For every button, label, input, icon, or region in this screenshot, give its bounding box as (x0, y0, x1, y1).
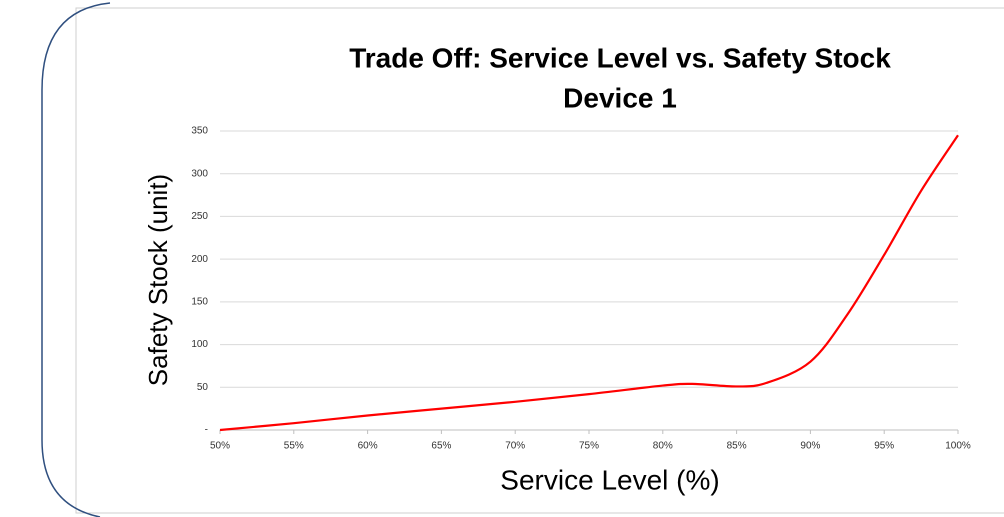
y-tick-label: 300 (191, 168, 208, 179)
panel-outline (41, 2, 111, 517)
y-tick-label: 100 (191, 339, 208, 350)
y-tick-label: - (205, 425, 208, 436)
x-tick-label: 50% (210, 441, 230, 452)
y-axis-label: Safety Stock (unit) (143, 174, 173, 386)
x-tick-label: 90% (800, 441, 820, 452)
y-tick-label: 50 (197, 382, 209, 393)
chart-subtitle: Device 1 (563, 82, 677, 113)
y-tick-label: 200 (191, 254, 208, 265)
x-tick-label: 75% (579, 441, 599, 452)
x-tick-label: 100% (945, 441, 971, 452)
chart-title: Trade Off: Service Level vs. Safety Stoc… (349, 42, 891, 73)
y-tick-label: 250 (191, 211, 208, 222)
x-tick-label: 70% (505, 441, 525, 452)
chart: Trade Off: Service Level vs. Safety Stoc… (143, 42, 971, 495)
x-axis-label: Service Level (%) (500, 464, 719, 495)
x-tick-label: 80% (653, 441, 673, 452)
series-line (219, 134, 959, 432)
x-tick-label: 95% (874, 441, 894, 452)
y-tick-label: 150 (191, 296, 208, 307)
x-tick-label: 65% (431, 441, 451, 452)
x-tick-label: 85% (727, 441, 747, 452)
y-tick-label: 350 (191, 126, 208, 137)
chart-frame (75, 7, 1004, 514)
x-tick-label: 60% (358, 441, 378, 452)
x-tick-label: 55% (284, 441, 304, 452)
